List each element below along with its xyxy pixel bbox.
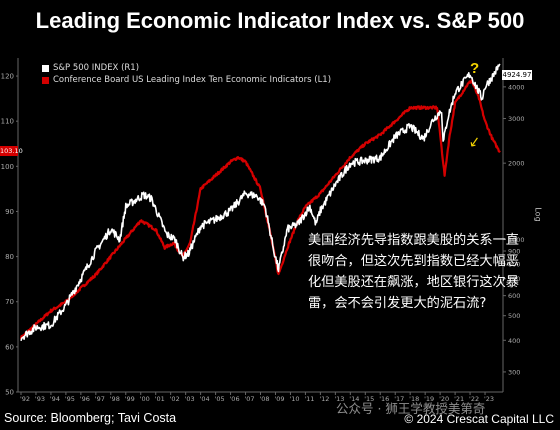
right-tick-label: 600 (508, 292, 520, 300)
x-tick-label: '22 (469, 395, 479, 403)
x-tick-label: '01 (155, 395, 165, 403)
right-tick-label: 4000 (508, 83, 525, 91)
left-tick-label: 100 (1, 163, 14, 171)
last-value-badge: 4924.97 (502, 70, 532, 80)
x-tick-label: '12 (319, 395, 329, 403)
legend-item-sp500: S&P 500 INDEX (R1) (42, 62, 331, 74)
x-tick-label: '94 (50, 395, 60, 403)
right-tick-label: 1000 (508, 236, 525, 244)
x-tick-label: '14 (349, 395, 359, 403)
x-tick-label: '11 (304, 395, 314, 403)
chinese-annotation: 美国经济先导指数跟美股的关系一直很吻合，但这次先到指数已经大幅恶化但美股还在飙涨… (308, 233, 519, 311)
x-tick-label: '02 (170, 395, 180, 403)
left-tick-label: 110 (1, 118, 14, 126)
legend-item-lei: Conference Board US Leading Index Ten Ec… (42, 74, 331, 86)
right-tick-label: 400 (508, 337, 520, 345)
legend-label-sp500: S&P 500 INDEX (R1) (53, 63, 140, 73)
left-tick-label: 120 (1, 73, 14, 81)
x-tick-label: '97 (95, 395, 105, 403)
legend: S&P 500 INDEX (R1) Conference Board US L… (42, 62, 331, 86)
x-tick-label: '06 (230, 395, 240, 403)
x-tick-label: '16 (379, 395, 389, 403)
right-tick-label: 800 (508, 260, 520, 268)
x-tick-label: '92 (20, 395, 30, 403)
x-tick-label: '98 (110, 395, 120, 403)
legend-swatch-sp500 (42, 64, 49, 72)
watermark: 公众号 · 狮王学教授美第奇 (336, 401, 486, 416)
right-tick-label: 700 (508, 275, 520, 283)
red-value-badge: 103.10 (0, 146, 23, 156)
x-tick-label: '18 (409, 395, 419, 403)
x-tick-label: '00 (140, 395, 150, 403)
right-tick-label: 300 (508, 368, 520, 376)
left-tick-label: 60 (5, 343, 14, 351)
x-tick-label: '21 (454, 395, 464, 403)
x-tick-label: '05 (215, 395, 225, 403)
x-tick-label: '93 (35, 395, 45, 403)
x-tick-label: '20 (439, 395, 449, 403)
right-tick-label: 900 (508, 248, 520, 256)
right-tick-label: 3000 (508, 115, 525, 123)
x-tick-label: '09 (274, 395, 284, 403)
source-note: Source: Bloomberg; Tavi Costa (4, 411, 177, 425)
question-mark-annotation: ? (470, 60, 480, 77)
chart-title: Leading Economic Indicator Index vs. S&P… (35, 8, 525, 33)
legend-label-lei: Conference Board US Leading Index Ten Ec… (53, 75, 332, 85)
x-tick-label: '10 (289, 395, 299, 403)
x-tick-label: '19 (424, 395, 434, 403)
right-tick-label: 500 (508, 312, 520, 320)
right-tick-label: 2000 (508, 160, 525, 168)
right-axis-label: Log (533, 207, 543, 222)
x-tick-label: '15 (364, 395, 374, 403)
x-tick-label: '23 (484, 395, 494, 403)
x-tick-label: '95 (65, 395, 75, 403)
x-tick-label: '04 (200, 395, 210, 403)
left-tick-label: 80 (5, 253, 14, 261)
x-tick-label: '13 (334, 395, 344, 403)
x-tick-label: '96 (80, 395, 90, 403)
x-tick-label: '07 (244, 395, 254, 403)
x-tick-label: '03 (185, 395, 195, 403)
left-tick-label: 50 (5, 389, 14, 397)
legend-swatch-lei (42, 76, 49, 84)
x-tick-label: '17 (394, 395, 404, 403)
copyright-note: © 2024 Crescat Capital LLC (404, 412, 554, 426)
series-line-lei (19, 79, 501, 340)
left-tick-label: 90 (5, 208, 14, 216)
x-tick-label: '99 (125, 395, 135, 403)
series-line-sp500 (20, 63, 501, 342)
left-tick-label: 70 (5, 298, 14, 306)
x-tick-label: '08 (259, 395, 269, 403)
